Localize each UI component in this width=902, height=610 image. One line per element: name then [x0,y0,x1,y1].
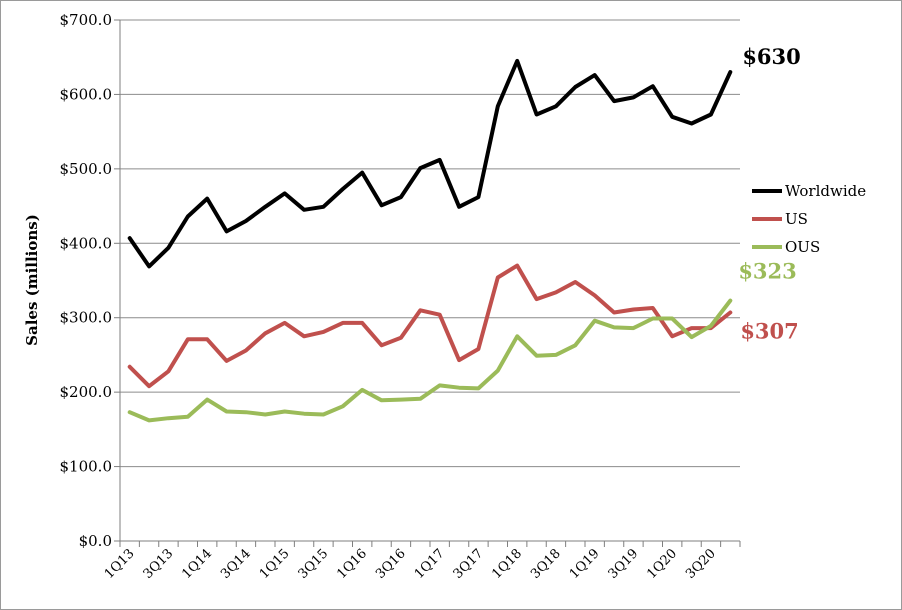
legend-label-ous: OUS [785,238,820,256]
x-tick-labels: 1Q13 3Q13 1Q14 3Q14 1Q15 3Q15 1Q16 3Q16 1Q17 3Q17… [102,546,719,582]
x-tick-label: 1Q16 [334,546,370,582]
series-lines [127,58,733,423]
x-tick-label: 3Q16 [373,546,409,582]
end-label-worldwide: $630 [742,44,800,69]
y-tick-label: $400.0 [60,234,113,252]
x-tick-label: 1Q18 [489,546,525,582]
x-tick-label: 3Q13 [141,546,177,582]
legend-label-us: US [785,210,808,228]
y-tick-label: $200.0 [60,383,113,401]
x-tick-label: 3Q18 [528,546,564,582]
x-tick-label: 1Q15 [257,546,293,582]
x-tick-label: 1Q13 [102,546,138,582]
x-tick-label: 1Q14 [179,546,215,582]
x-tick-label: 1Q17 [412,546,448,582]
y-tick-labels: $0.0 $100.0 $200.0 $300.0 $400.0 $500.0 $600.0… [60,11,113,550]
y-axis-title: Sales (millions) [23,214,41,346]
x-tick-label: 3Q17 [451,546,487,582]
legend: Worldwide US OUS [752,182,866,256]
x-tick-label: 1Q20 [644,546,680,582]
x-tick-label: 3Q14 [218,546,254,582]
legend-label-worldwide: Worldwide [785,182,866,200]
y-tick-label: $100.0 [60,458,113,476]
axes [114,19,741,547]
x-tick-label: 1Q19 [567,546,603,582]
y-tick-label: $500.0 [60,160,113,178]
end-label-us: $307 [740,319,798,344]
series-line-ous [127,298,733,423]
gridlines [120,19,740,468]
y-tick-label: $600.0 [60,85,113,103]
end-label-ous: $323 [738,259,796,284]
series-line-worldwide [127,58,733,269]
series-line-us [127,263,733,389]
series-end-labels: $630 $307 $323 [738,44,800,343]
x-tick-label: 3Q20 [683,546,719,582]
y-tick-label: $300.0 [60,309,113,327]
x-tick-label: 3Q15 [296,546,332,582]
y-tick-label: $700.0 [60,11,113,29]
y-tick-label: $0.0 [79,532,112,550]
x-tick-label: 3Q19 [606,546,642,582]
